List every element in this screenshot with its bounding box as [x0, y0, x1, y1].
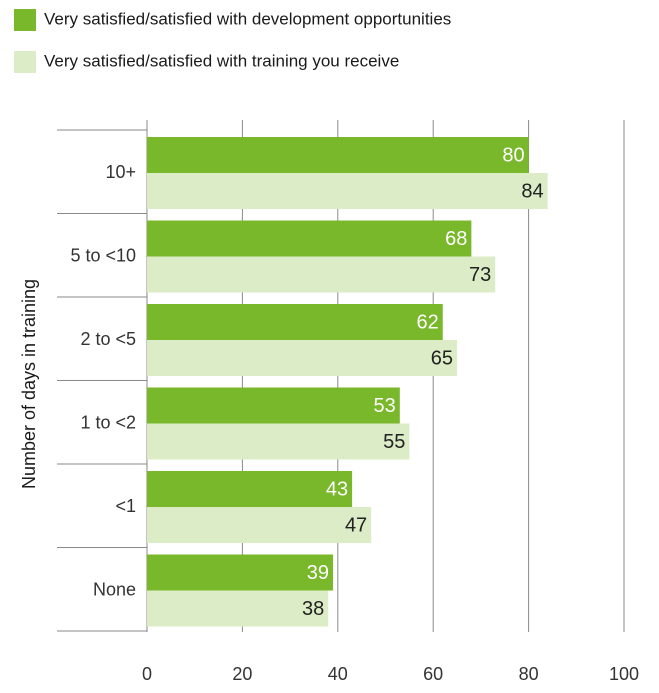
category-label-4: <1 [115, 496, 136, 516]
legend-label-0: Very satisfied/satisfied with developmen… [44, 9, 451, 28]
data-label-s1-1: 73 [469, 264, 491, 286]
bar-s1-1 [147, 256, 496, 293]
x-tick-label-2: 40 [328, 664, 348, 684]
data-label-s0-5: 39 [307, 562, 329, 584]
data-label-s1-4: 47 [345, 514, 367, 536]
category-label-0: 10+ [105, 162, 136, 182]
bar-s1-5 [147, 590, 329, 627]
category-label-3: 1 to <2 [80, 412, 136, 432]
legend-swatch-0 [14, 9, 36, 31]
data-label-s1-5: 38 [302, 598, 324, 620]
x-tick-label-5: 100 [609, 664, 639, 684]
bars [147, 137, 548, 627]
legend-label-1: Very satisfied/satisfied with training y… [44, 51, 399, 70]
bar-s0-0 [147, 137, 529, 173]
bar-s1-4 [147, 507, 372, 543]
legend-swatch-1 [14, 51, 36, 73]
data-label-s1-2: 65 [431, 347, 453, 369]
data-label-s1-0: 84 [521, 180, 543, 202]
bar-s1-3 [147, 423, 410, 460]
x-tick-label-0: 0 [142, 664, 152, 684]
legend: Very satisfied/satisfied with developmen… [14, 9, 451, 73]
data-label-s0-4: 43 [326, 478, 348, 500]
x-tick-label-4: 80 [519, 664, 539, 684]
data-label-s0-2: 62 [416, 311, 438, 333]
bar-s0-3 [147, 387, 400, 424]
category-label-2: 2 to <5 [80, 329, 136, 349]
bar-s0-4 [147, 471, 353, 507]
bar-s0-5 [147, 554, 334, 591]
bar-s1-2 [147, 340, 458, 376]
bar-s0-2 [147, 304, 443, 340]
x-tick-label-3: 60 [423, 664, 443, 684]
x-tick-label-1: 20 [232, 664, 252, 684]
data-label-s0-1: 68 [445, 228, 467, 250]
data-label-s1-3: 55 [383, 431, 405, 453]
data-label-s0-3: 53 [374, 395, 396, 417]
bar-s1-0 [147, 173, 548, 209]
category-label-5: None [93, 579, 136, 599]
category-label-1: 5 to <10 [70, 245, 136, 265]
y-axis-label: Number of days in training [19, 279, 39, 489]
data-label-s0-0: 80 [502, 144, 524, 166]
bar-s0-1 [147, 220, 472, 257]
